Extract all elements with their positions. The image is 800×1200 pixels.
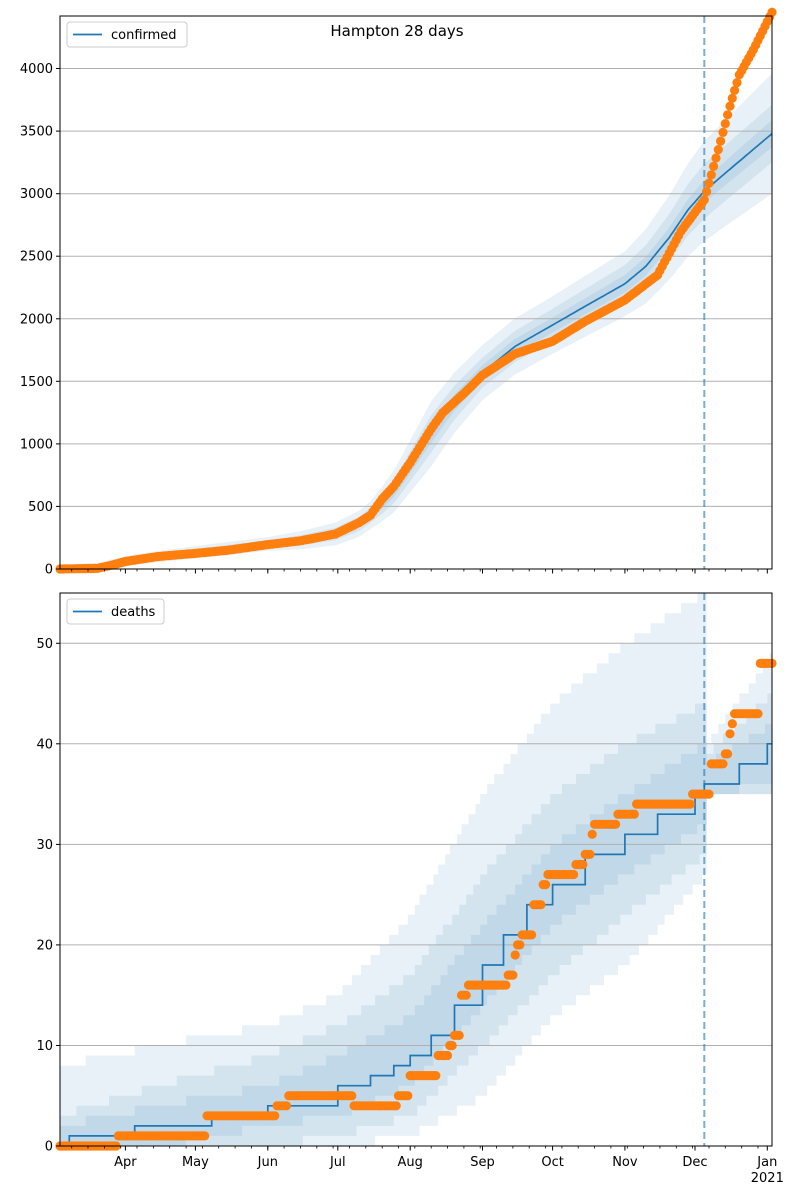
observed-point: [270, 1111, 280, 1121]
confirmed-plot-area: [60, 16, 772, 569]
x-tick-label: 2021: [751, 1171, 784, 1186]
confirmed-panel: 0 500 1000 1500 2000 2500 3000 3500 4000 Hampton…: [20, 7, 777, 578]
confirmed-legend: confirmed: [66, 21, 188, 48]
x-tick-label: Jan: [756, 1155, 777, 1170]
observed-point: [685, 799, 695, 809]
observed-point: [501, 980, 511, 990]
observed-point: [611, 819, 621, 829]
x-tick-label: May: [182, 1155, 209, 1170]
observed-point: [702, 187, 712, 197]
y-tick-label: 40: [36, 737, 53, 752]
y-tick-label: 1000: [20, 437, 53, 452]
observed-point: [391, 1101, 401, 1111]
observed-point: [723, 110, 733, 120]
observed-point: [716, 136, 726, 146]
legend-box: [66, 21, 188, 48]
legend-label: confirmed: [111, 28, 177, 43]
y-tick-label: 3000: [20, 187, 53, 202]
y-tick-label: 500: [28, 500, 53, 515]
uncertainty-band-3: [60, 723, 772, 1146]
x-tick-label: Dec: [682, 1155, 707, 1170]
observed-point: [753, 709, 763, 719]
observed-point: [510, 950, 520, 960]
y-tick-label: 10: [36, 1039, 53, 1054]
uncertainty-band-1: [60, 593, 772, 1146]
y-tick-label: 1500: [20, 375, 53, 390]
observed-point: [711, 153, 721, 163]
observed-point: [732, 78, 742, 88]
observed-point: [725, 729, 735, 739]
confirmed-axes-frame: [59, 15, 773, 570]
observed-point: [727, 93, 737, 103]
confirmed-uncertainty-bands: [60, 73, 772, 569]
observed-point: [730, 85, 740, 95]
observed-point: [720, 119, 730, 129]
chart-title: Hampton 28 days: [330, 22, 463, 40]
deaths-legend: deaths: [66, 598, 165, 625]
observed-point: [629, 809, 639, 819]
observed-point: [447, 1040, 457, 1051]
y-tick-label: 3500: [20, 125, 53, 140]
observed-point: [704, 178, 714, 188]
y-tick-label: 0: [45, 1140, 53, 1155]
deaths-uncertainty-bands: [60, 593, 772, 1146]
observed-point: [706, 170, 716, 180]
uncertainty-band-1: [60, 73, 772, 569]
observed-point: [727, 719, 737, 729]
observed-point: [541, 880, 551, 890]
observed-point: [569, 869, 579, 880]
deaths-observed-points: [55, 658, 777, 1151]
observed-point: [718, 127, 728, 137]
observed-point: [454, 1030, 464, 1040]
legend-label: deaths: [111, 605, 156, 620]
y-tick-label: 0: [45, 563, 53, 578]
y-tick-label: 20: [36, 938, 53, 953]
observed-point: [442, 1050, 453, 1061]
y-tick-label: 50: [36, 637, 53, 652]
observed-point: [461, 990, 471, 1000]
y-tick-label: 2000: [20, 312, 53, 327]
observed-point: [281, 1101, 291, 1111]
observed-point: [431, 1071, 441, 1081]
x-tick-label: Oct: [541, 1155, 563, 1170]
x-tick-label: Apr: [114, 1155, 137, 1170]
observed-point: [767, 7, 777, 17]
x-tick-label: Jul: [329, 1155, 346, 1170]
observed-point: [578, 859, 588, 870]
confirmed-y-axis: 0 500 1000 1500 2000 2500 3000 3500 4000: [20, 62, 60, 578]
confirmed-x-axis: [71, 569, 768, 574]
observed-point: [699, 195, 709, 205]
observed-point: [585, 849, 595, 860]
x-tick-label: Aug: [398, 1155, 423, 1170]
observed-point: [725, 101, 735, 111]
observed-point: [723, 749, 733, 759]
observed-point: [718, 759, 728, 769]
uncertainty-band-2: [60, 693, 772, 1146]
y-tick-label: 30: [36, 838, 53, 853]
observed-point: [536, 900, 546, 910]
deaths-axes-frame: [59, 592, 773, 1147]
deaths-plot-area: [60, 593, 772, 1146]
legend-box: [66, 598, 165, 625]
observed-point: [403, 1091, 413, 1101]
x-tick-label: Jun: [257, 1155, 278, 1170]
observed-point: [709, 161, 719, 171]
x-tick-label: Sep: [470, 1155, 495, 1170]
y-tick-label: 2500: [20, 250, 53, 265]
y-tick-label: 4000: [20, 62, 53, 77]
x-tick-label: Nov: [612, 1155, 638, 1170]
observed-point: [713, 145, 723, 155]
observed-point: [508, 970, 518, 980]
observed-point: [200, 1131, 210, 1141]
deaths-y-axis: 0 10 20 30 40 50: [36, 637, 60, 1155]
observed-point: [587, 829, 597, 839]
observed-point: [704, 789, 714, 799]
observed-point: [527, 930, 537, 940]
observed-point: [347, 1091, 357, 1101]
observed-point: [515, 940, 525, 950]
deaths-panel: 0 10 20 30 40 50 Apr May Jun Jul Aug Sep Oct Nov Dec J…: [36, 592, 784, 1186]
